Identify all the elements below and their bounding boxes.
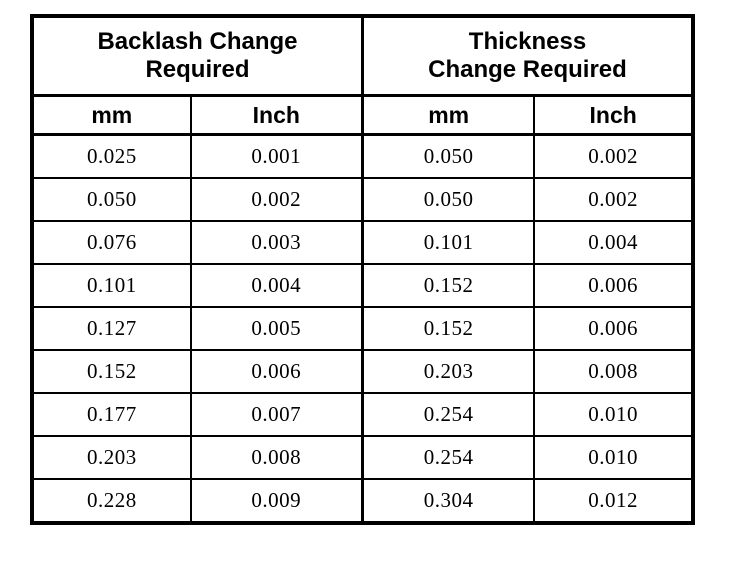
table-cell: 0.001: [189, 133, 364, 179]
thickness-inch-header: Inch: [533, 94, 694, 136]
table-cell: 0.005: [189, 306, 364, 351]
table-cell: 0.009: [189, 478, 364, 524]
table-cell: 0.254: [360, 392, 536, 437]
table-row: 0.127 0.005 0.152 0.006: [31, 306, 694, 351]
table-cell: 0.203: [31, 435, 192, 480]
table-cell: 0.177: [31, 392, 192, 437]
backlash-group-title: Backlash Change Required: [97, 28, 298, 83]
table-cell: 0.007: [189, 392, 364, 437]
table-cell: 0.203: [360, 349, 536, 394]
table-cell: 0.008: [189, 435, 364, 480]
table-cell: 0.010: [533, 435, 694, 480]
table-cell: 0.002: [189, 177, 364, 222]
table-cell: 0.012: [533, 478, 694, 524]
table-cell: 0.004: [533, 220, 694, 265]
table-row: 0.101 0.004 0.152 0.006: [31, 263, 694, 308]
table-cell: 0.228: [31, 478, 192, 524]
table-row: 0.177 0.007 0.254 0.010: [31, 392, 694, 437]
backlash-inch-header: Inch: [189, 94, 364, 136]
table-row: 0.203 0.008 0.254 0.010: [31, 435, 694, 480]
thickness-group-title: Thickness Change Required: [428, 28, 627, 83]
group-header-row: Backlash Change Required Thickness Chang…: [30, 15, 694, 97]
table-cell: 0.101: [360, 220, 536, 265]
backlash-thickness-table: Backlash Change Required Thickness Chang…: [30, 14, 695, 525]
sub-header-row: mm Inch mm Inch: [31, 94, 694, 136]
table-row: 0.025 0.001 0.050 0.002: [31, 133, 694, 179]
table-cell: 0.002: [533, 177, 694, 222]
table-cell: 0.008: [533, 349, 694, 394]
table-row: 0.050 0.002 0.050 0.002: [31, 177, 694, 222]
table-cell: 0.006: [189, 349, 364, 394]
table-cell: 0.254: [360, 435, 536, 480]
table-cell: 0.127: [31, 306, 192, 351]
table-cell: 0.010: [533, 392, 694, 437]
table-cell: 0.025: [31, 133, 192, 179]
table-body: 0.025 0.001 0.050 0.002 0.050 0.002 0.050 0.002…: [31, 133, 694, 524]
table-cell: 0.003: [189, 220, 364, 265]
table-cell: 0.050: [360, 177, 536, 222]
table-cell: 0.006: [533, 263, 694, 308]
table-cell: 0.002: [533, 133, 694, 179]
table-cell: 0.050: [31, 177, 192, 222]
table-cell: 0.304: [360, 478, 536, 524]
table-row: 0.076 0.003 0.101 0.004: [31, 220, 694, 265]
table-cell: 0.004: [189, 263, 364, 308]
table-cell: 0.050: [360, 133, 536, 179]
table-cell: 0.101: [31, 263, 192, 308]
table-row: 0.228 0.009 0.304 0.012: [31, 478, 694, 524]
thickness-mm-header: mm: [360, 94, 536, 136]
table-cell: 0.006: [533, 306, 694, 351]
thickness-group-header: Thickness Change Required: [360, 15, 694, 97]
table-row: 0.152 0.006 0.203 0.008: [31, 349, 694, 394]
table-cell: 0.152: [31, 349, 192, 394]
backlash-group-header: Backlash Change Required: [30, 15, 364, 97]
table-cell: 0.152: [360, 306, 536, 351]
backlash-mm-header: mm: [31, 94, 192, 136]
table-cell: 0.152: [360, 263, 536, 308]
table-cell: 0.076: [31, 220, 192, 265]
